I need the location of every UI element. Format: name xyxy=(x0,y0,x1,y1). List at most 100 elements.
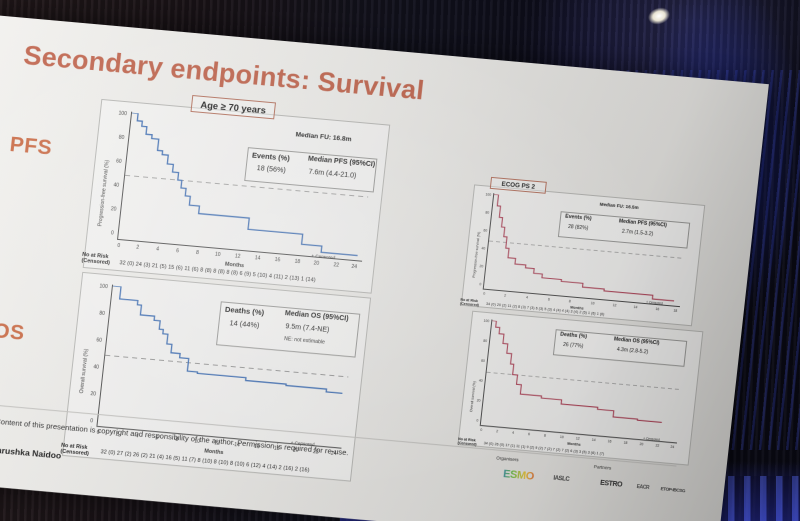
x-tick: 22 xyxy=(333,262,340,269)
x-tick: 0 xyxy=(117,242,121,250)
x-tick: 16 xyxy=(607,439,612,444)
censored-legend: + Censored xyxy=(311,253,336,261)
callout-events-value: 28 (82%) xyxy=(567,223,589,232)
callout-median-title: Median PFS (95%CI) xyxy=(618,218,668,229)
y-tick: 40 xyxy=(92,364,100,371)
y-tick: 20 xyxy=(90,391,97,398)
callout-deaths-value: 14 (44%) xyxy=(229,318,260,330)
x-tick: 0 xyxy=(480,427,483,433)
x-axis-label: Months xyxy=(567,441,581,447)
slide-title: Secondary endpoints: Survival xyxy=(22,39,426,106)
y-tick: 80 xyxy=(98,310,106,318)
x-tick: 2 xyxy=(135,244,140,251)
eacr-logo: EACR xyxy=(636,484,650,492)
callout-median-value: 9.5m (7.4-NE) xyxy=(285,323,330,335)
x-tick: 10 xyxy=(559,435,564,440)
x-tick: 2 xyxy=(495,429,499,434)
x-tick: 14 xyxy=(254,255,261,262)
x-tick: 10 xyxy=(214,251,221,259)
y-tick: 80 xyxy=(483,338,488,344)
row-label-os: OS xyxy=(0,319,26,345)
y-axis-label: Overall survival (%) xyxy=(469,380,477,413)
y-axis-label: Overall survival (%) xyxy=(78,348,90,394)
x-tick: 12 xyxy=(234,253,241,260)
callout-median-value: 2.7m (1.5-3.2) xyxy=(621,228,654,238)
y-tick: 20 xyxy=(479,264,484,269)
risk-table-label-pfs-ecog2: No at Risk (Censored) xyxy=(460,298,480,308)
x-tick: 2 xyxy=(503,293,507,298)
risk-table-label-pfs: No at Risk (Censored) xyxy=(81,252,111,267)
presenter-name: Jarushka Naidoo xyxy=(0,444,62,461)
callout-deaths-title: Deaths (%) xyxy=(224,304,265,318)
x-tick: 8 xyxy=(543,433,547,438)
censored-legend: + Censored xyxy=(643,436,660,442)
y-tick: 0 xyxy=(110,230,114,237)
callout-median-title: Median OS (95%CI) xyxy=(613,336,660,347)
x-tick: 10 xyxy=(590,301,595,306)
callout-deaths-title: Deaths (%) xyxy=(559,331,588,341)
plot-area-os-age70 xyxy=(98,285,356,447)
x-tick: 18 xyxy=(673,308,678,313)
callout-median-value: 7.6m (4.4-21.0) xyxy=(308,168,357,180)
x-tick: 20 xyxy=(639,442,644,447)
y-tick: 20 xyxy=(476,398,481,403)
y-tick: 40 xyxy=(113,182,120,189)
y-tick: 100 xyxy=(118,110,128,118)
y-tick: 80 xyxy=(485,210,490,215)
risk-label-line2: (Censored) xyxy=(60,449,90,458)
risk-table-label-os: No at Risk (Censored) xyxy=(60,443,90,458)
chart-panel-pfs-ecog2: Progression-free survival (%) 100 80 60 … xyxy=(460,184,706,327)
y-tick: 100 xyxy=(99,283,109,291)
plot-area-pfs-ecog2 xyxy=(484,194,690,305)
y-axis-label: Progression-free survival (%) xyxy=(97,159,111,227)
y-tick: 20 xyxy=(110,206,117,213)
risk-label-line2: (Censored) xyxy=(459,301,480,308)
y-tick: 40 xyxy=(478,378,483,383)
x-tick: 16 xyxy=(274,257,281,264)
x-tick: 8 xyxy=(568,299,571,304)
slide-surface: Secondary endpoints: Survival PFS OS Pro… xyxy=(0,14,769,521)
x-tick: 14 xyxy=(591,437,596,443)
x-tick: 18 xyxy=(623,440,628,446)
y-tick: 40 xyxy=(481,246,486,251)
x-tick: 4 xyxy=(155,246,160,253)
y-tick: 0 xyxy=(476,418,479,423)
callout-events-title: Events (%) xyxy=(564,213,592,222)
callout-events-value: 18 (56%) xyxy=(256,163,287,175)
x-tick: 6 xyxy=(547,297,551,302)
x-tick: 0 xyxy=(483,291,486,296)
chart-panel-os-age70: Overall survival (%) 100 80 60 40 20 0 0… xyxy=(61,271,372,482)
y-tick: 60 xyxy=(95,337,103,344)
row-label-pfs: PFS xyxy=(8,133,54,160)
x-tick: 18 xyxy=(294,258,301,266)
x-tick: 22 xyxy=(655,443,660,448)
x-tick: 4 xyxy=(511,430,515,435)
x-tick: 4 xyxy=(525,295,529,300)
chart-panel-pfs-age70: Progression-free survival (%) 100 80 60 … xyxy=(82,98,391,294)
callout-median-value: 4.3m (2.8-5.2) xyxy=(616,346,649,356)
plot-area-pfs-age70 xyxy=(118,112,375,260)
y-tick: 60 xyxy=(483,228,488,233)
callout-deaths-value: 26 (77%) xyxy=(562,341,584,350)
y-axis-label: Progression-free survival (%) xyxy=(471,231,481,278)
organisers-label: Organisers xyxy=(495,455,519,463)
y-tick: 60 xyxy=(115,158,122,165)
partners-label: Partners xyxy=(593,464,612,471)
y-tick: 80 xyxy=(118,134,125,142)
x-tick: 12 xyxy=(612,303,617,308)
x-tick: 8 xyxy=(195,249,200,257)
y-tick: 60 xyxy=(480,358,486,364)
plot-area-os-ecog2 xyxy=(481,320,688,442)
esmo-logo: ESMO xyxy=(498,466,540,485)
callout-median-title: Median OS (95%CI) xyxy=(284,310,349,323)
y-tick: 100 xyxy=(483,318,490,324)
callout-ne-note: NE: not estimable xyxy=(283,336,326,346)
x-tick: 20 xyxy=(313,260,320,267)
chart-panel-os-ecog2: Overall survival (%) 100 80 60 40 20 0 0… xyxy=(457,310,704,466)
x-tick: 12 xyxy=(575,436,580,441)
iaslc-logo: IASLC xyxy=(552,475,570,484)
x-tick: 24 xyxy=(670,444,675,450)
x-tick: 6 xyxy=(527,432,531,437)
x-axis-label: Months xyxy=(224,261,245,270)
